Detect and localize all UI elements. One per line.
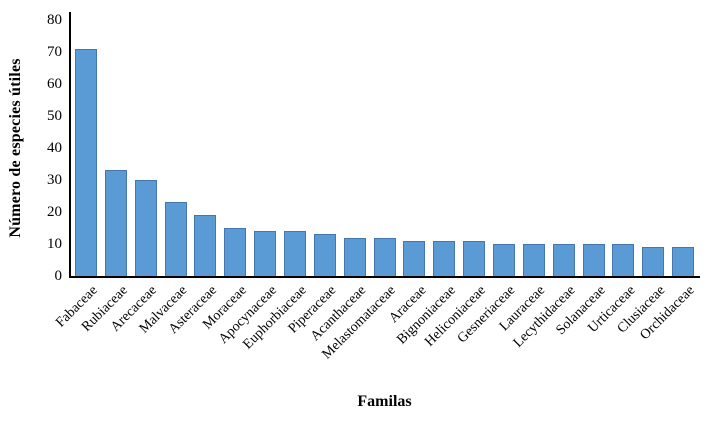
bar-cell [579,12,609,276]
bar-cell [71,12,101,276]
x-axis-line [69,276,700,278]
bar-cell [519,12,549,276]
bar-Moraceae [224,228,247,276]
bar-cell [549,12,579,276]
bar-Lauraceae [522,244,545,276]
bar-cell [638,12,668,276]
bar-cell [370,12,400,276]
bar-cell [399,12,429,276]
bar-Arecaceae [134,180,157,276]
bar-cell [250,12,280,276]
bar-cell [340,12,370,276]
bar-cell [161,12,191,276]
y-tick-label: 40 [47,140,62,156]
bar-Acanthaceae [343,237,366,276]
bar-Malvaceae [164,202,187,276]
bar-Gesneriaceae [492,244,515,276]
bar-cell [489,12,519,276]
bar-Bignoniaceae [433,240,456,276]
y-tick-label: 50 [47,108,62,124]
bar-cell [280,12,310,276]
bar-Clusiaceae [642,247,665,276]
bar-Urticaceae [612,244,635,276]
bar-cell [190,12,220,276]
bar-Apocynaceae [254,231,277,276]
bar-Solanaceae [582,244,605,276]
x-axis-title: Familas [357,393,412,410]
y-tick-label: 30 [47,172,62,188]
bar-Heliconiaceae [463,240,486,276]
y-tick-label: 10 [47,236,62,252]
y-tick-label: 80 [47,12,62,28]
bar-Lecythidaceae [552,244,575,276]
bar-cell [101,12,131,276]
y-tick-label: 70 [47,44,62,60]
bar-Asteraceae [194,215,217,276]
bar-cell [459,12,489,276]
y-tick-label: 0 [54,268,63,284]
bar-Orchidaceae [672,247,695,276]
bar-cell [310,12,340,276]
bar-Rubiaceae [104,170,127,276]
bar-Piperaceae [313,234,336,276]
y-tick-label: 60 [47,76,62,92]
y-tick-label: 20 [47,204,62,220]
bar-cell [429,12,459,276]
bars-container [71,12,698,276]
y-axis-line [69,12,71,278]
bar-cell [608,12,638,276]
bar-cell [131,12,161,276]
bar-Melastomataceae [373,237,396,276]
bar-cell [220,12,250,276]
bar-Euphorbiaceae [283,231,306,276]
bar-cell [668,12,698,276]
bar-Fabaceae [74,48,97,276]
bar-Araceae [403,240,426,276]
